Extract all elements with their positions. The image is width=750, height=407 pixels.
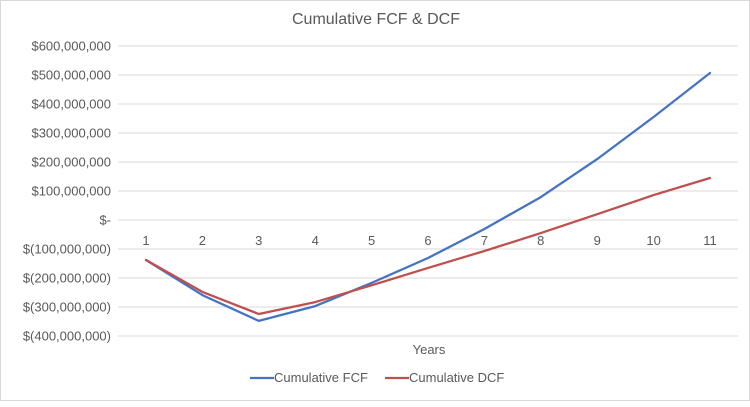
series-line-cumulative-fcf — [146, 73, 710, 321]
x-tick-label: 1 — [142, 233, 149, 248]
x-tick-label: 4 — [312, 233, 319, 248]
legend-item: Cumulative DCF — [385, 370, 504, 385]
x-axis-tick-labels: 1 2 3 4 5 6 7 8 9 10 11 — [142, 233, 716, 248]
x-tick-label: 3 — [255, 233, 262, 248]
y-tick-label: $600,000,000 — [31, 39, 111, 54]
x-axis-label: Years — [413, 342, 446, 357]
x-tick-label: 10 — [646, 233, 660, 248]
x-tick-label: 6 — [424, 233, 431, 248]
x-tick-label: 5 — [368, 233, 375, 248]
x-tick-label: 9 — [594, 233, 601, 248]
x-tick-label: 11 — [703, 233, 717, 248]
x-tick-label: 8 — [537, 233, 544, 248]
y-tick-label: $500,000,000 — [31, 68, 111, 83]
y-tick-label: $(200,000,000) — [23, 271, 111, 286]
chart-title: Cumulative FCF & DCF — [292, 11, 460, 28]
y-axis-tick-labels: $600,000,000 $500,000,000 $400,000,000 $300… — [23, 39, 111, 344]
legend-item: Cumulative FCF — [250, 370, 368, 385]
y-tick-label: $(400,000,000) — [23, 329, 111, 344]
x-tick-label: 7 — [481, 233, 488, 248]
legend: Cumulative FCF Cumulative DCF — [250, 370, 504, 385]
gridlines — [118, 46, 738, 336]
y-tick-label: $(300,000,000) — [23, 300, 111, 315]
x-tick-label: 2 — [199, 233, 206, 248]
series-lines — [146, 73, 710, 321]
y-tick-label: $(100,000,000) — [23, 242, 111, 257]
y-tick-label: $- — [99, 213, 111, 228]
legend-label: Cumulative DCF — [409, 370, 504, 385]
legend-label: Cumulative FCF — [274, 370, 368, 385]
y-tick-label: $200,000,000 — [31, 155, 111, 170]
y-tick-label: $300,000,000 — [31, 126, 111, 141]
y-tick-label: $100,000,000 — [31, 184, 111, 199]
y-tick-label: $400,000,000 — [31, 97, 111, 112]
